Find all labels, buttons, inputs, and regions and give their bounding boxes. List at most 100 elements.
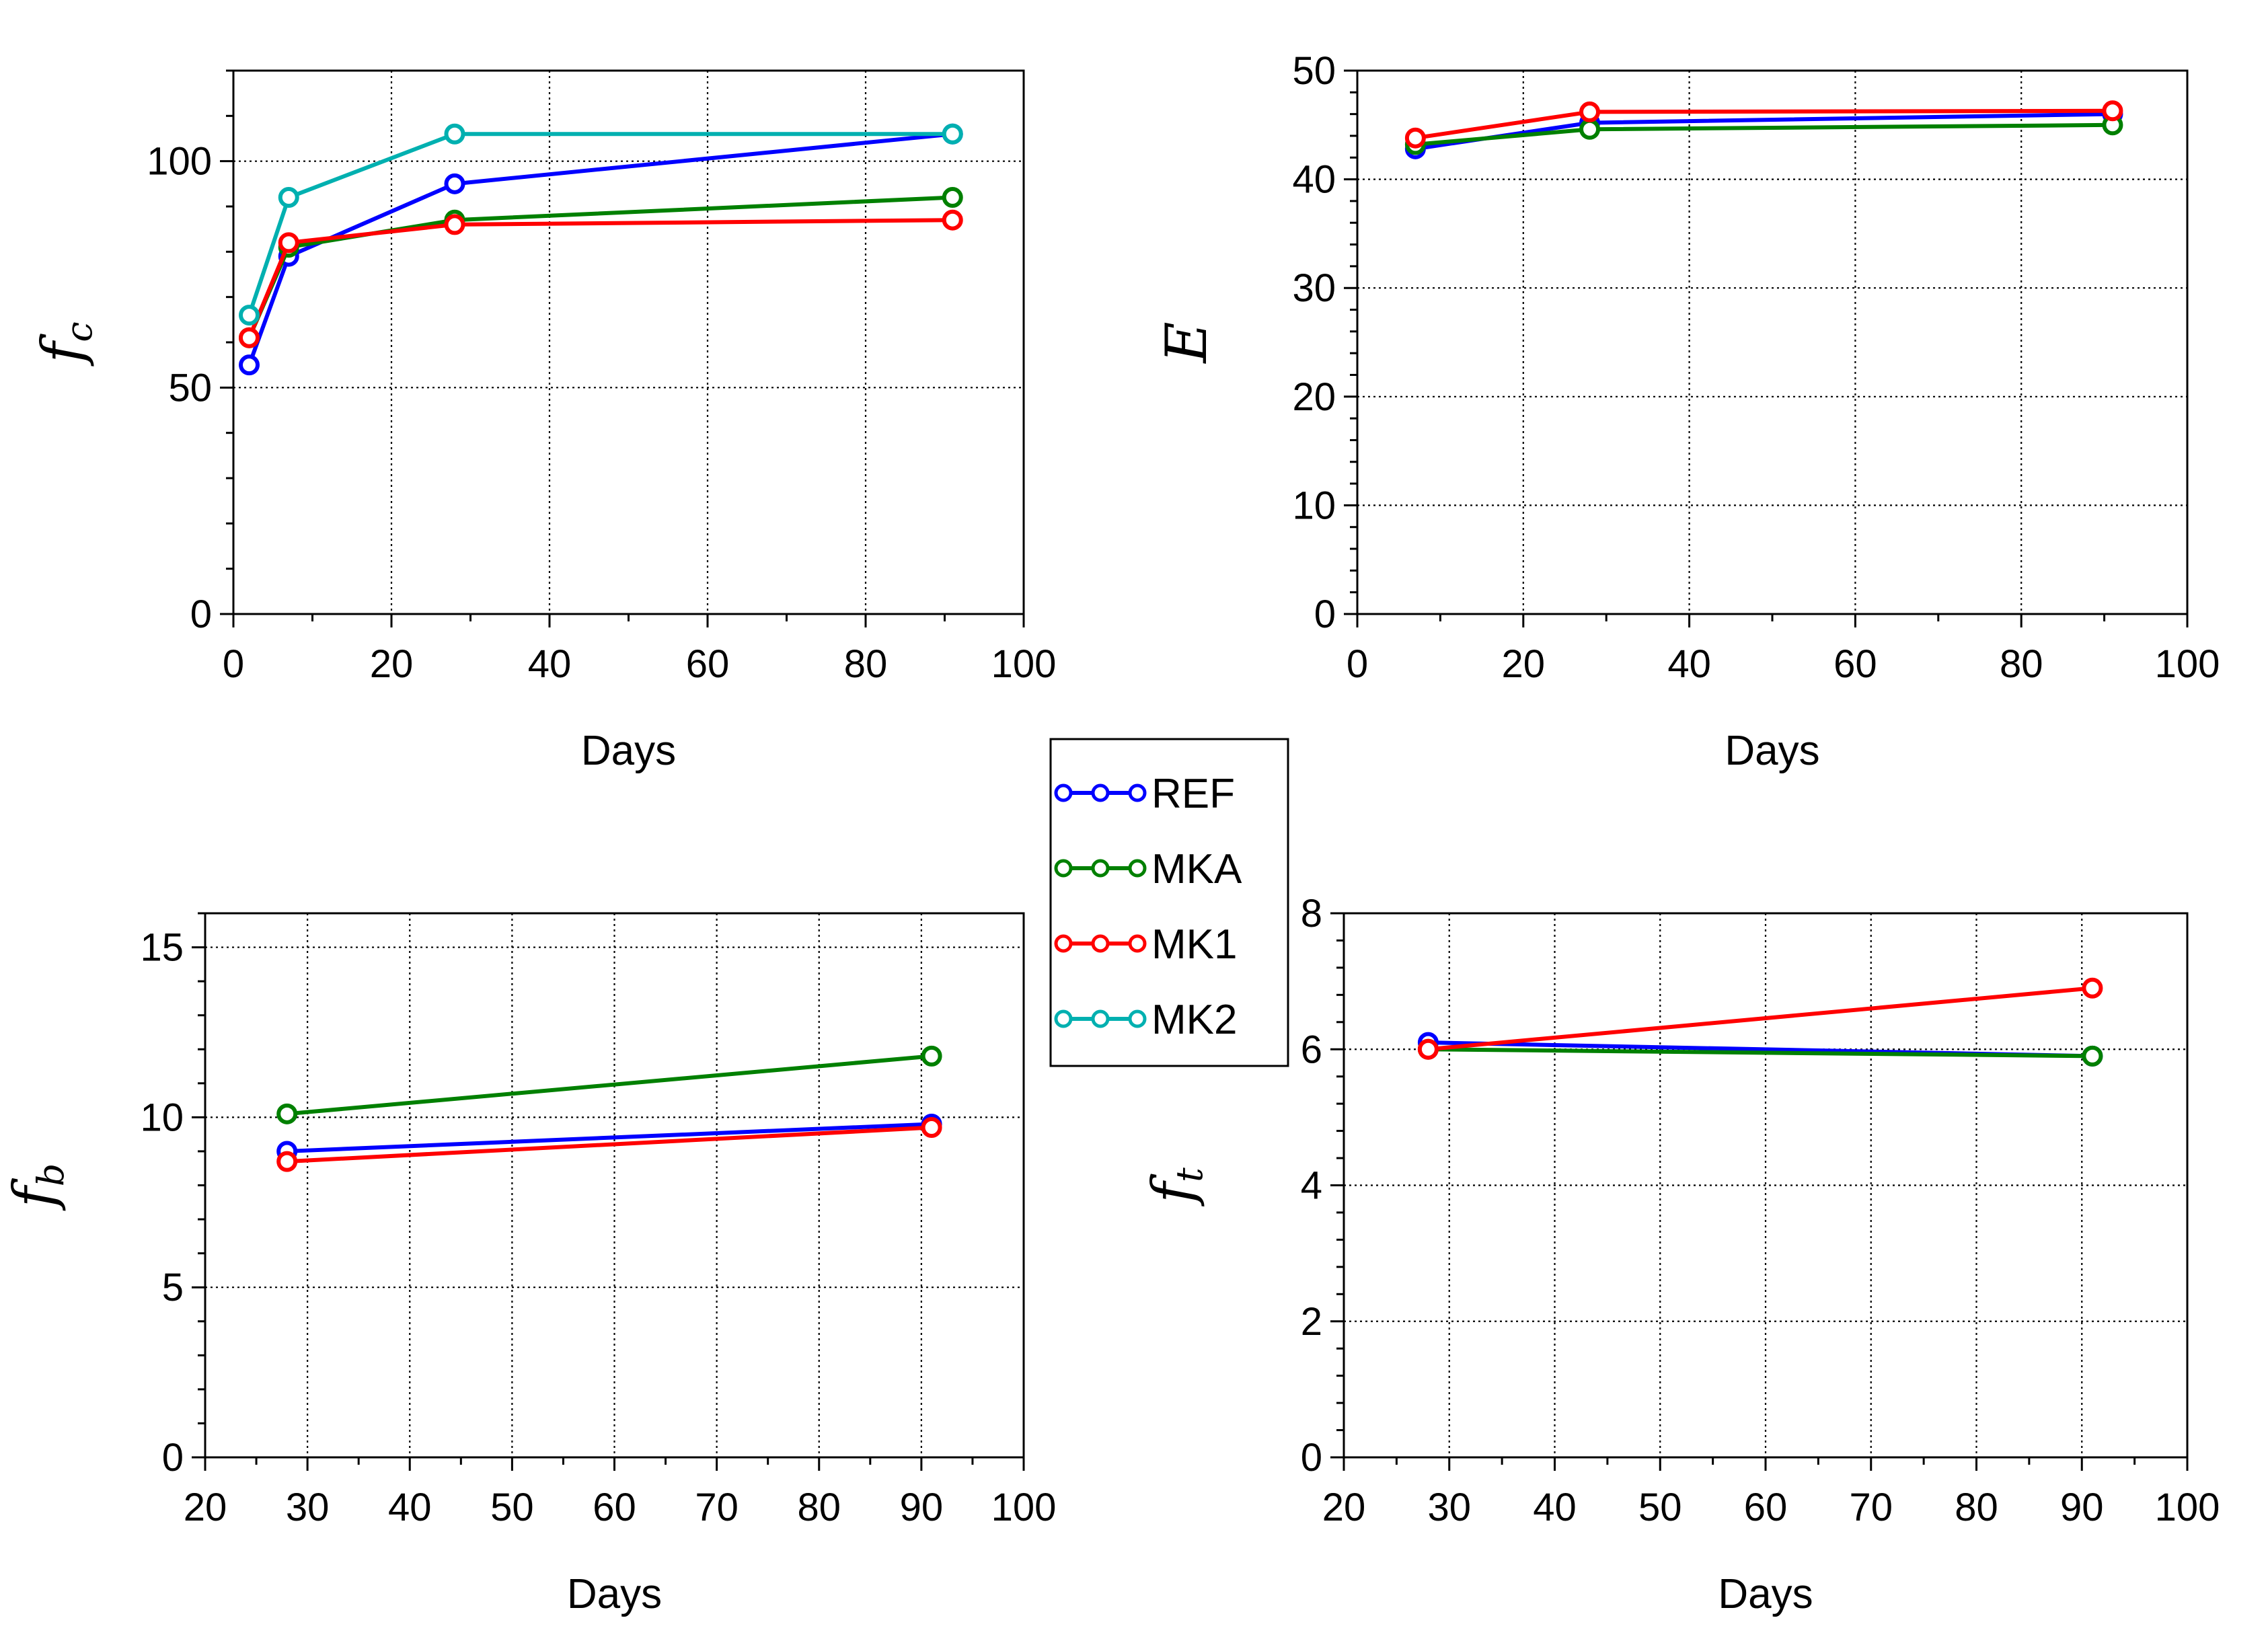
x-tick-label: 40 (1667, 642, 1711, 686)
x-tick-label: 80 (797, 1486, 841, 1529)
legend-marker-mk1 (1054, 934, 1073, 953)
series-line-mka (287, 1054, 932, 1116)
y-tick-label: 50 (1292, 49, 1336, 93)
data-point-mka (942, 187, 963, 208)
x-axis-title: Days (1718, 1571, 1813, 1617)
y-tick-label: 8 (1301, 892, 1322, 935)
x-tick-label: 70 (695, 1486, 739, 1529)
x-tick-label: 80 (1955, 1486, 1998, 1529)
x-tick-label: 20 (1502, 642, 1546, 686)
chart-panel-ft: 20 30 40 50 60 70 80 90 100 0 2 4 6 8 Days ft (1140, 892, 2220, 1617)
y-tick-label: 10 (140, 1096, 184, 1139)
legend-marker-mka (1054, 859, 1073, 878)
data-point-mk2 (444, 123, 465, 145)
x-tick-label: 70 (1849, 1486, 1893, 1529)
data-point-mk1 (278, 232, 299, 254)
legend-label-mk1: MK1 (1151, 921, 1237, 968)
x-tick-label: 90 (2060, 1486, 2104, 1529)
plot-frame (1356, 69, 2189, 615)
x-tick-label: 60 (1744, 1486, 1788, 1529)
legend-marker-ref (1054, 783, 1073, 802)
data-point-mk1 (2102, 100, 2123, 122)
x-tick-label: 60 (593, 1486, 636, 1529)
legend-marker-mka (1128, 859, 1147, 878)
series-line-mk1 (247, 218, 953, 339)
x-tick-label: 40 (1533, 1486, 1577, 1529)
legend-marker-mk2 (1054, 1009, 1073, 1028)
x-tick-label: 40 (388, 1486, 432, 1529)
series-line-mk2 (247, 132, 953, 316)
y-tick-label: 0 (1301, 1436, 1322, 1480)
x-tick-label: 100 (991, 1486, 1057, 1529)
x-axis-title: Days (581, 728, 676, 774)
data-point-mk1 (239, 327, 260, 348)
x-axis-title: Days (1725, 728, 1819, 774)
x-tick-label: 80 (2000, 642, 2043, 686)
data-point-mka (2082, 1045, 2103, 1067)
series-line-mk1 (1428, 986, 2093, 1052)
x-tick-label: 90 (900, 1486, 944, 1529)
data-point-mk1 (1579, 101, 1601, 122)
x-tick-label: 50 (490, 1486, 534, 1529)
x-tick-label: 20 (184, 1486, 227, 1529)
legend-label-mk2: MK2 (1151, 997, 1237, 1043)
y-axis-title: fc (30, 321, 100, 367)
y-axis-symbol: E (1154, 321, 1219, 364)
data-point-ref (444, 173, 465, 194)
y-tick-label: 100 (147, 140, 212, 184)
y-tick-label: 10 (1292, 484, 1336, 527)
x-tick-label: 0 (223, 642, 244, 686)
legend-label-mka: MKA (1151, 846, 1242, 892)
data-point-mk1 (276, 1151, 298, 1172)
legend-marker-mk2 (1091, 1009, 1110, 1028)
y-tick-label: 5 (162, 1266, 184, 1309)
x-tick-label: 0 (1347, 642, 1368, 686)
x-tick-label: 80 (844, 642, 888, 686)
chart-panel-e: 0 20 40 60 80 100 0 10 20 30 40 50 Days E (1154, 49, 2220, 774)
y-tick-label: 20 (1292, 375, 1336, 419)
y-tick-label: 15 (140, 926, 184, 970)
legend-marker-mk1 (1128, 934, 1147, 953)
data-point-mk2 (278, 187, 299, 208)
series-line-ref (247, 132, 953, 366)
x-axis-title: Days (567, 1571, 662, 1617)
data-point-mk1 (444, 214, 465, 235)
x-tick-label: 60 (1834, 642, 1877, 686)
y-tick-label: 30 (1292, 266, 1336, 310)
x-tick-label: 100 (991, 642, 1057, 686)
x-tick-label: 50 (1638, 1486, 1682, 1529)
plot-frame (232, 69, 1025, 615)
chart-panel-fb: 20 30 40 50 60 70 80 90 100 0 5 10 15 Days fb (1, 912, 1057, 1617)
legend-marker-mka (1091, 859, 1110, 878)
y-tick-label: 4 (1301, 1164, 1322, 1208)
legend-marker-ref (1128, 783, 1147, 802)
x-tick-label: 30 (286, 1486, 330, 1529)
series-line-ref (287, 1122, 932, 1153)
data-point-mka (1579, 118, 1601, 140)
y-axis-title: ft (1140, 1167, 1211, 1207)
series-line-mka (1415, 122, 2113, 147)
data-point-ref (239, 354, 260, 376)
data-point-mka (276, 1103, 298, 1124)
data-point-mka (921, 1045, 942, 1067)
x-tick-label: 60 (686, 642, 730, 686)
x-tick-label: 100 (2155, 642, 2220, 686)
data-point-mk1 (2082, 977, 2103, 999)
y-tick-label: 2 (1301, 1300, 1322, 1344)
data-point-mk1 (942, 209, 963, 231)
y-axis-title: E (1154, 321, 1219, 364)
x-tick-label: 20 (370, 642, 414, 686)
x-tick-label: 20 (1322, 1486, 1366, 1529)
y-tick-label: 0 (1314, 592, 1336, 636)
y-tick-label: 40 (1292, 158, 1336, 202)
x-tick-label: 40 (528, 642, 572, 686)
data-point-mk2 (942, 123, 963, 145)
y-axis-subscript: b (30, 1163, 72, 1187)
y-axis-subscript: c (58, 321, 100, 342)
legend-marker-ref (1091, 783, 1110, 802)
series-line-mk1 (287, 1125, 932, 1164)
y-tick-label: 0 (162, 1436, 184, 1480)
legend: REF MKA MK1 MK2 (1049, 738, 1289, 1067)
x-tick-label: 30 (1427, 1486, 1471, 1529)
y-axis-subscript: t (1168, 1167, 1211, 1182)
